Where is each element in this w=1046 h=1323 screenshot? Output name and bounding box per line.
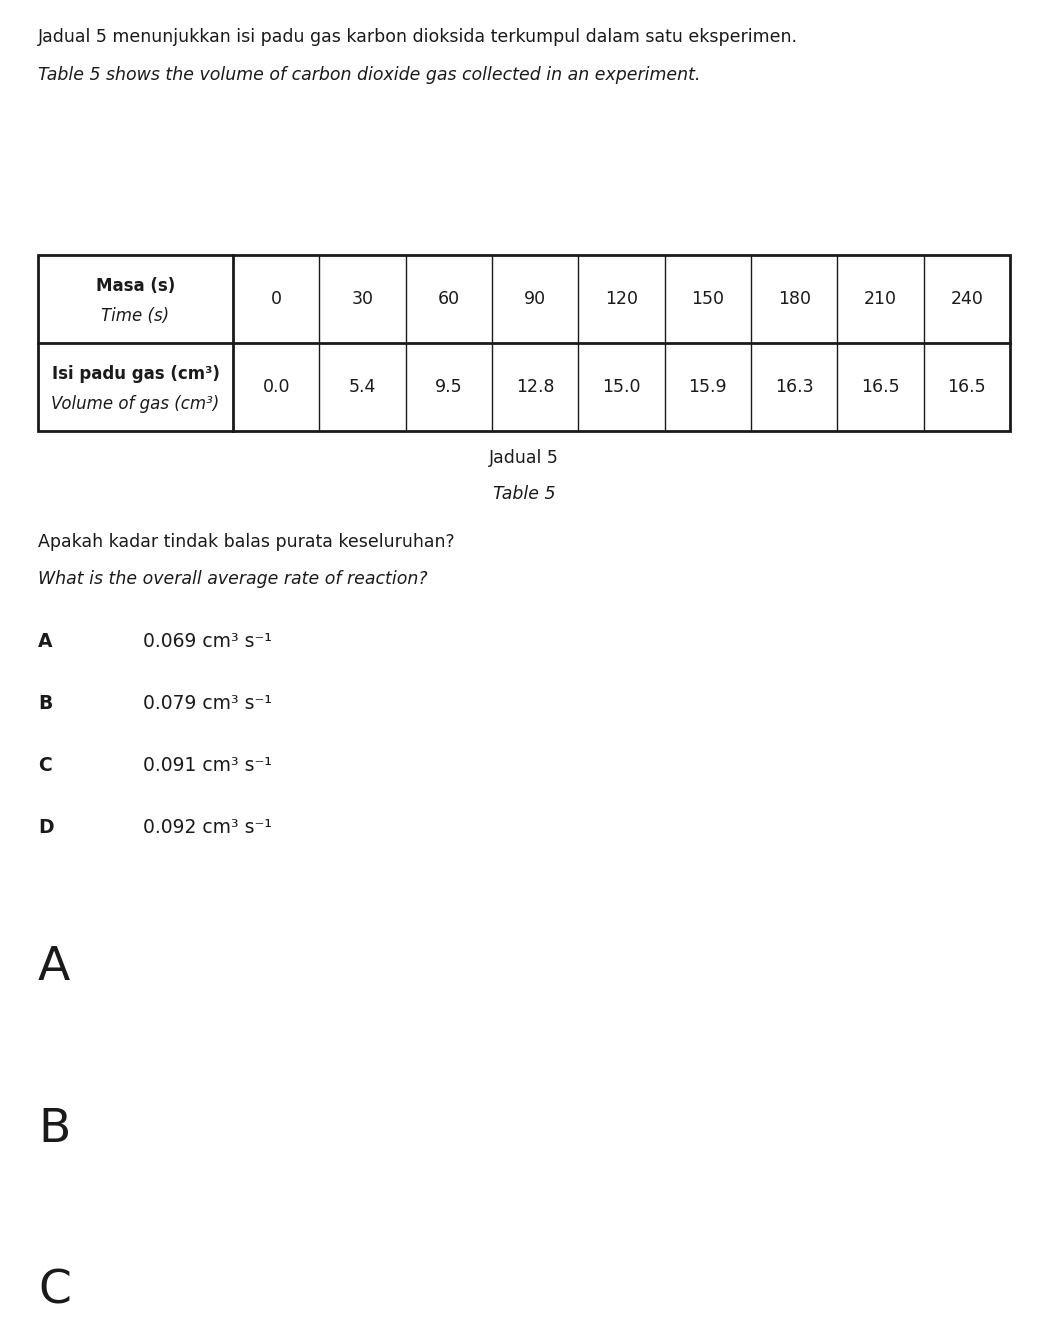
- Text: 15.9: 15.9: [688, 378, 727, 396]
- Text: Jadual 5 menunjukkan isi padu gas karbon dioksida terkumpul dalam satu eksperime: Jadual 5 menunjukkan isi padu gas karbon…: [38, 28, 798, 46]
- Text: 12.8: 12.8: [516, 378, 554, 396]
- Text: Volume of gas (cm³): Volume of gas (cm³): [51, 396, 220, 413]
- Text: 0.079 cm³ s⁻¹: 0.079 cm³ s⁻¹: [143, 695, 272, 713]
- Text: What is the overall average rate of reaction?: What is the overall average rate of reac…: [38, 570, 428, 587]
- Text: Table 5 shows the volume of carbon dioxide gas collected in an experiment.: Table 5 shows the volume of carbon dioxi…: [38, 66, 701, 83]
- Text: C: C: [38, 755, 51, 775]
- Text: 240: 240: [951, 290, 983, 308]
- Text: 9.5: 9.5: [435, 378, 462, 396]
- Text: 90: 90: [524, 290, 546, 308]
- Text: Isi padu gas (cm³): Isi padu gas (cm³): [51, 365, 220, 382]
- Text: Table 5: Table 5: [493, 486, 555, 503]
- Text: Jadual 5: Jadual 5: [490, 448, 559, 467]
- Text: 5.4: 5.4: [348, 378, 377, 396]
- Text: 16.5: 16.5: [861, 378, 900, 396]
- Text: 0.091 cm³ s⁻¹: 0.091 cm³ s⁻¹: [143, 755, 272, 775]
- Text: 210: 210: [864, 290, 897, 308]
- Text: 15.0: 15.0: [602, 378, 641, 396]
- Text: Time (s): Time (s): [101, 307, 169, 325]
- Text: 0.092 cm³ s⁻¹: 0.092 cm³ s⁻¹: [143, 818, 272, 837]
- Text: 0: 0: [271, 290, 281, 308]
- Text: B: B: [38, 695, 52, 713]
- Text: 0.0: 0.0: [263, 378, 290, 396]
- Text: Masa (s): Masa (s): [96, 277, 175, 295]
- Text: 16.5: 16.5: [948, 378, 986, 396]
- Text: 60: 60: [438, 290, 460, 308]
- Text: 180: 180: [777, 290, 811, 308]
- Bar: [38, 255, 1010, 431]
- Text: 120: 120: [605, 290, 638, 308]
- Text: A: A: [38, 632, 52, 651]
- Text: D: D: [38, 818, 53, 837]
- Text: C: C: [38, 1269, 71, 1314]
- Text: Apakah kadar tindak balas purata keseluruhan?: Apakah kadar tindak balas purata keselur…: [38, 533, 455, 550]
- Text: A: A: [38, 945, 70, 990]
- Text: 30: 30: [351, 290, 373, 308]
- Text: 16.3: 16.3: [775, 378, 814, 396]
- Text: B: B: [38, 1107, 70, 1152]
- Text: 0.069 cm³ s⁻¹: 0.069 cm³ s⁻¹: [143, 632, 272, 651]
- Text: 150: 150: [691, 290, 724, 308]
